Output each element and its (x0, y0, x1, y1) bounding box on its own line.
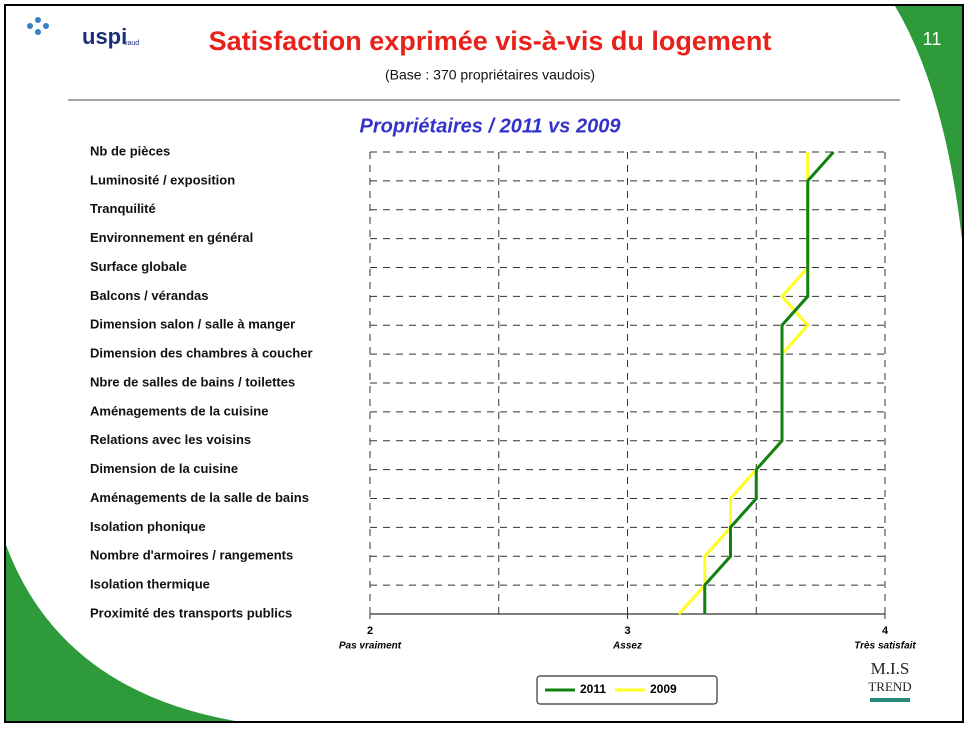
category-label: Balcons / vérandas (90, 288, 209, 303)
legend-label: 2011 (580, 682, 606, 696)
category-label: Aménagements de la salle de bains (90, 490, 309, 505)
logo-dot (35, 17, 41, 23)
category-label: Nb de pièces (90, 143, 170, 158)
slide-border (4, 4, 964, 723)
logo-bar (870, 698, 910, 702)
page-number: 11 (923, 29, 942, 49)
category-label: Nombre d'armoires / rangements (90, 548, 293, 563)
corner-decoration (895, 6, 962, 240)
x-tick-sublabel: Très satisfait (854, 641, 916, 652)
x-tick-label: 2 (367, 625, 373, 637)
category-label: Nbre de salles de bains / toilettes (90, 374, 295, 389)
logo-text: uspi (82, 24, 127, 49)
corner-decoration (6, 545, 235, 721)
logo-dot (35, 29, 41, 35)
series-line (703, 151, 835, 614)
logo-text: M.I.S (871, 659, 910, 678)
category-label: Environnement en général (90, 230, 253, 245)
category-label: Relations avec les voisins (90, 432, 251, 447)
legend-label: 2009 (650, 682, 677, 696)
category-label: Luminosité / exposition (90, 172, 235, 187)
category-label: Dimension de la cuisine (90, 461, 238, 476)
category-label: Dimension salon / salle à manger (90, 317, 295, 332)
chart-title: Propriétaires / 2011 vs 2009 (360, 115, 622, 137)
category-label: Dimension des chambres à coucher (90, 346, 313, 361)
slide-subtitle: (Base : 370 propriétaires vaudois) (385, 67, 595, 83)
logo-subtext: vaud (124, 40, 139, 47)
logo-dot (43, 23, 49, 29)
x-tick-sublabel: Assez (612, 641, 642, 652)
category-label: Isolation phonique (90, 519, 206, 534)
category-label: Aménagements de la cuisine (90, 403, 268, 418)
logo-text: TREND (868, 679, 911, 694)
slide-title: Satisfaction exprimée vis-à-vis du logem… (209, 26, 772, 56)
category-label: Surface globale (90, 259, 187, 274)
category-label: Proximité des transports publics (90, 605, 292, 620)
category-label: Tranquilité (90, 201, 156, 216)
logo-dot (27, 23, 33, 29)
x-tick-label: 4 (882, 625, 889, 637)
x-tick-label: 3 (624, 625, 630, 637)
category-label: Isolation thermique (90, 577, 210, 592)
logo-left: uspi vaud (27, 17, 139, 49)
logo-right: M.I.S TREND (868, 659, 912, 702)
x-tick-sublabel: Pas vraiment (339, 641, 402, 652)
